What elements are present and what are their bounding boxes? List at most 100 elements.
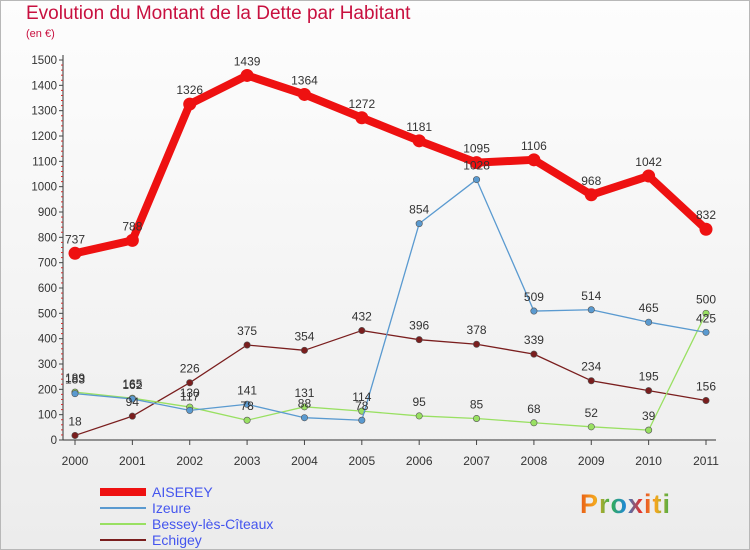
chart-subtitle: (en €) — [26, 28, 55, 40]
data-point — [297, 87, 311, 101]
data-point — [300, 414, 308, 422]
data-point — [240, 68, 254, 82]
data-label: 432 — [352, 310, 372, 324]
y-tick-label: 300 — [38, 359, 57, 371]
y-tick-label: 100 — [38, 410, 57, 422]
x-tick-label: 2009 — [578, 454, 605, 468]
data-label: 339 — [524, 333, 544, 347]
data-label: 117 — [180, 389, 199, 403]
y-tick-label: 1300 — [31, 106, 57, 118]
y-tick-label: 500 — [38, 308, 57, 320]
data-label: 88 — [298, 397, 312, 411]
data-point — [183, 97, 197, 111]
data-point — [642, 169, 656, 183]
legend-label: Echigey — [152, 532, 202, 548]
data-point — [125, 233, 139, 247]
data-point — [412, 134, 426, 148]
data-label: 1028 — [463, 159, 490, 173]
data-label: 131 — [294, 386, 314, 400]
x-tick-label: 2000 — [62, 454, 89, 468]
x-tick-label: 2008 — [521, 454, 548, 468]
data-point — [243, 341, 251, 349]
data-point — [415, 220, 423, 228]
x-tick-label: 2010 — [635, 454, 662, 468]
proxiti-logo: Proxiti — [580, 489, 671, 520]
data-point — [645, 426, 653, 434]
x-tick-label: 2007 — [463, 454, 490, 468]
data-label: 788 — [122, 219, 142, 233]
data-point — [415, 412, 423, 420]
data-label: 425 — [696, 311, 716, 325]
data-label: 68 — [527, 402, 541, 416]
data-point — [530, 419, 538, 427]
data-point — [584, 188, 598, 202]
data-point — [587, 423, 595, 431]
data-label: 465 — [639, 301, 659, 315]
data-label: 378 — [467, 323, 487, 337]
data-label: 85 — [470, 397, 484, 411]
data-label: 18 — [68, 414, 82, 428]
data-point — [300, 403, 308, 411]
data-point — [68, 246, 82, 260]
data-label: 1364 — [291, 73, 318, 87]
data-point — [415, 336, 423, 344]
y-tick-label: 900 — [38, 207, 57, 219]
data-label: 968 — [581, 174, 601, 188]
data-label: 95 — [413, 395, 427, 409]
legend-label: AISEREY — [152, 484, 213, 500]
data-label: 509 — [524, 290, 544, 304]
data-label: 78 — [240, 399, 254, 413]
logo-text: Proxiti — [580, 489, 672, 519]
data-label: 78 — [355, 399, 369, 413]
data-point — [470, 156, 484, 170]
data-label: 234 — [581, 360, 601, 374]
data-label: 1095 — [463, 142, 490, 156]
data-point — [702, 396, 710, 404]
data-label: 183 — [65, 373, 85, 387]
data-label: 396 — [409, 319, 429, 333]
data-point — [473, 340, 481, 348]
data-point — [530, 307, 538, 315]
series-line-0 — [71, 71, 710, 258]
data-label: 165 — [122, 377, 142, 391]
legend-label: Izeure — [152, 500, 191, 516]
y-tick-label: 1400 — [31, 80, 57, 92]
data-point — [243, 416, 251, 424]
data-label: 1326 — [176, 83, 203, 97]
data-label: 94 — [126, 395, 140, 409]
x-tick-label: 2011 — [693, 454, 719, 468]
data-label: 156 — [696, 379, 716, 393]
data-label: 130 — [180, 386, 200, 400]
y-tick-label: 600 — [38, 283, 57, 295]
data-point — [358, 416, 366, 424]
y-tick-label: 800 — [38, 232, 57, 244]
data-label: 162 — [122, 378, 142, 392]
x-tick-label: 2003 — [234, 454, 261, 468]
data-point — [587, 306, 595, 314]
chart-title: Evolution du Montant de la Dette par Hab… — [26, 3, 411, 24]
data-point — [186, 379, 194, 387]
data-point — [473, 414, 481, 422]
y-tick-label: 1000 — [31, 182, 57, 194]
data-label: 500 — [696, 292, 716, 306]
data-label: 854 — [409, 203, 429, 217]
data-label: 114 — [352, 390, 371, 404]
data-point — [699, 222, 713, 236]
data-point — [527, 153, 541, 167]
data-label: 189 — [65, 371, 85, 385]
data-label: 1042 — [635, 155, 662, 169]
data-point — [71, 390, 79, 398]
data-label: 832 — [696, 208, 716, 222]
data-label: 375 — [237, 324, 257, 338]
data-label: 195 — [639, 370, 659, 384]
data-label: 354 — [294, 329, 314, 343]
data-point — [702, 309, 710, 317]
data-point — [587, 377, 595, 385]
data-label: 1439 — [234, 54, 261, 68]
legend-label: Bessey-lès-Cîteaux — [152, 516, 273, 532]
data-label: 1106 — [521, 139, 547, 153]
data-label: 514 — [581, 289, 601, 303]
data-point — [645, 318, 653, 326]
